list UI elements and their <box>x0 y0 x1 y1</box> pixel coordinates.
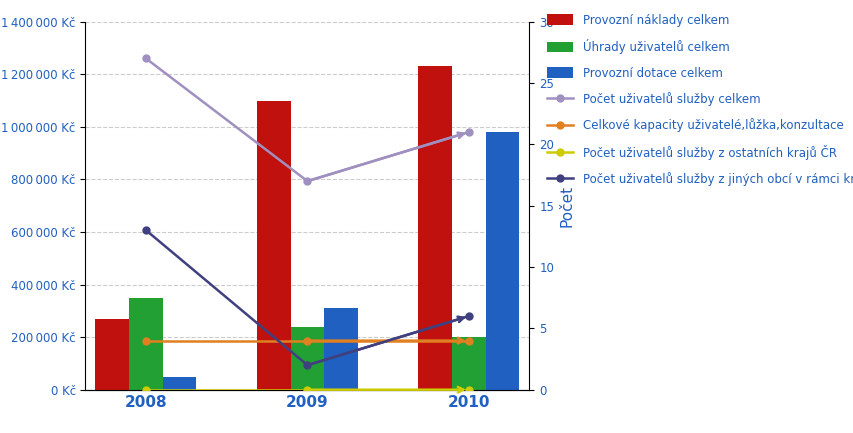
Bar <box>129 298 163 390</box>
Bar <box>257 100 290 390</box>
Bar <box>163 377 196 390</box>
Bar <box>418 66 451 390</box>
Bar <box>324 308 357 390</box>
Bar <box>485 132 519 390</box>
Bar <box>290 326 324 390</box>
Bar <box>451 337 485 390</box>
Legend: Provozní náklady celkem, Úhrady uživatelů celkem, Provozní dotace celkem, Počet : Provozní náklady celkem, Úhrady uživatel… <box>543 10 853 190</box>
Y-axis label: Počet: Počet <box>559 184 574 227</box>
Bar <box>96 319 129 390</box>
